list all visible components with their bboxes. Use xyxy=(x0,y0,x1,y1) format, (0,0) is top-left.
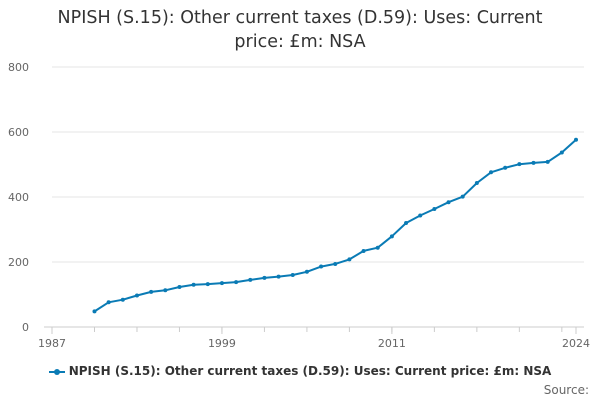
y-axis: 0 200 400 600 800 xyxy=(8,61,29,334)
data-point-1991[interactable] xyxy=(106,300,111,305)
legend-label: NPISH (S.15): Other current taxes (D.59)… xyxy=(68,364,552,378)
x-tick-label: 2024 xyxy=(562,337,590,350)
data-point-2000[interactable] xyxy=(234,280,239,285)
data-point-2021[interactable] xyxy=(531,160,536,165)
chart-title-line-2: price: £m: NSA xyxy=(234,32,366,52)
data-point-2002[interactable] xyxy=(262,275,267,280)
data-point-2013[interactable] xyxy=(418,213,423,218)
data-point-2018[interactable] xyxy=(489,170,494,175)
y-tick-label: 800 xyxy=(8,61,29,74)
data-point-2024[interactable] xyxy=(574,137,578,142)
data-point-2011[interactable] xyxy=(389,234,394,239)
gridlines xyxy=(52,66,584,328)
data-point-2008[interactable] xyxy=(347,257,352,262)
data-point-2001[interactable] xyxy=(248,277,253,282)
data-point-2020[interactable] xyxy=(517,162,522,167)
data-point-2009[interactable] xyxy=(361,248,366,253)
y-tick-label: 400 xyxy=(8,191,29,204)
y-tick-label: 600 xyxy=(8,126,29,139)
y-tick-label: 200 xyxy=(8,256,29,269)
data-point-2023[interactable] xyxy=(559,150,564,155)
series-layer xyxy=(92,137,578,314)
data-point-2012[interactable] xyxy=(404,221,409,225)
data-point-2019[interactable] xyxy=(503,165,508,170)
chart-title: NPISH (S.15): Other current taxes (D.59)… xyxy=(0,6,600,54)
x-tick-label: 1999 xyxy=(208,337,236,350)
data-point-1996[interactable] xyxy=(177,285,182,290)
x-tick-label: 2011 xyxy=(378,337,406,350)
data-point-2015[interactable] xyxy=(446,200,451,205)
legend[interactable]: NPISH (S.15): Other current taxes (D.59)… xyxy=(0,364,600,378)
data-point-1994[interactable] xyxy=(149,289,154,294)
data-point-2022[interactable] xyxy=(545,159,550,164)
data-point-2016[interactable] xyxy=(460,194,465,199)
x-tick-label: 1987 xyxy=(38,337,66,350)
data-point-1999[interactable] xyxy=(219,281,224,286)
source-label: Source: xyxy=(543,383,589,397)
x-axis: 1987 1999 2011 2024 xyxy=(38,326,590,350)
data-point-2004[interactable] xyxy=(290,273,295,277)
data-point-1995[interactable] xyxy=(163,288,168,293)
series-line xyxy=(93,138,577,313)
y-tick-label: 0 xyxy=(22,321,29,334)
data-point-1992[interactable] xyxy=(120,297,125,302)
chart-title-line-1: NPISH (S.15): Other current taxes (D.59)… xyxy=(57,8,543,28)
data-point-1993[interactable] xyxy=(134,293,139,298)
data-point-1998[interactable] xyxy=(205,282,210,287)
data-point-2003[interactable] xyxy=(276,274,281,279)
data-point-2017[interactable] xyxy=(474,181,479,186)
data-point-2006[interactable] xyxy=(319,264,324,269)
data-point-2007[interactable] xyxy=(333,261,338,266)
legend-line-marker-icon xyxy=(48,367,65,377)
data-point-1997[interactable] xyxy=(191,282,196,287)
data-point-2014[interactable] xyxy=(432,207,437,212)
data-point-2005[interactable] xyxy=(304,269,309,274)
data-point-1990[interactable] xyxy=(92,309,97,314)
data-point-2010[interactable] xyxy=(375,245,380,250)
